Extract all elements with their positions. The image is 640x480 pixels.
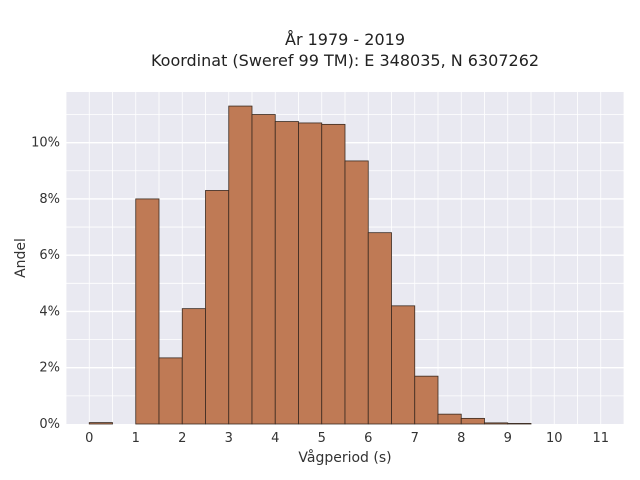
histogram-bar: [181, 308, 206, 425]
x-tick-label: 3: [225, 431, 233, 446]
y-axis-label: Andel: [13, 238, 29, 278]
histogram-bar: [88, 422, 113, 425]
histogram-bar: [391, 305, 416, 425]
x-tick-label: 0: [85, 431, 93, 446]
y-tick-label: 0%: [39, 417, 60, 432]
histogram-bar: [344, 160, 369, 425]
bars: [88, 105, 532, 425]
histogram-bar: [158, 357, 183, 425]
y-tick-label: 10%: [31, 136, 60, 151]
histogram-bar: [274, 121, 299, 425]
x-tick-label: 1: [132, 431, 140, 446]
chart-title-line-1: År 1979 - 2019: [285, 30, 405, 49]
x-tick-label: 2: [178, 431, 186, 446]
histogram-bar: [205, 190, 230, 425]
y-tick-label: 4%: [39, 304, 60, 319]
x-axis-label: Vågperiod (s): [298, 449, 391, 466]
histogram-bar: [367, 232, 392, 425]
histogram-bar: [484, 422, 509, 425]
x-tick-label: 6: [364, 431, 372, 446]
y-tick-label: 2%: [39, 361, 60, 376]
chart-title-line-2: Koordinat (Sweref 99 TM): E 348035, N 63…: [151, 51, 539, 70]
histogram-bar: [135, 198, 160, 425]
x-tick-label: 9: [504, 431, 512, 446]
histogram-bar: [507, 423, 532, 425]
x-tick-label: 10: [546, 431, 563, 446]
y-tick-label: 6%: [39, 248, 60, 263]
x-tick-label: 4: [271, 431, 279, 446]
y-axis-ticks: 0% 2% 4% 6% 8% 10%: [31, 136, 60, 432]
histogram-bar: [460, 417, 485, 425]
x-tick-label: 5: [318, 431, 326, 446]
x-tick-label: 11: [592, 431, 609, 446]
x-axis-ticks: 0 1 2 3 4 5 6 7 8 9 10 11: [85, 431, 609, 446]
x-tick-label: 8: [457, 431, 465, 446]
histogram-bar: [228, 105, 253, 425]
histogram-bar: [251, 114, 276, 425]
y-tick-label: 8%: [39, 192, 60, 207]
histogram-bar: [298, 122, 323, 425]
x-tick-label: 7: [411, 431, 419, 446]
histogram-bar: [414, 375, 439, 425]
histogram-bar: [437, 413, 462, 425]
histogram-bar: [321, 123, 346, 425]
